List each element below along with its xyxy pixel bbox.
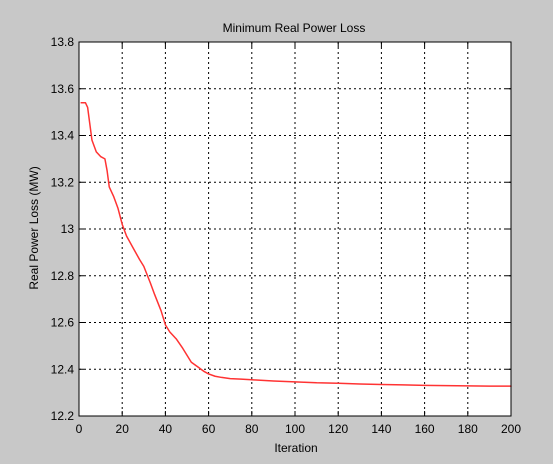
y-tick-label: 12.6 — [51, 316, 75, 330]
y-tick-label: 13 — [61, 222, 75, 236]
series-layer — [80, 102, 512, 387]
y-tick-label: 12.8 — [51, 269, 75, 283]
x-tick-label: 200 — [501, 422, 521, 436]
y-tick-label: 12.4 — [51, 362, 75, 376]
y-axis-label: Real Power Loss (MW) — [27, 166, 41, 289]
y-tick-label: 13.2 — [51, 175, 75, 189]
x-tick-label: 0 — [76, 422, 83, 436]
y-tick-label: 13.8 — [51, 35, 75, 49]
x-tick-label: 140 — [371, 422, 391, 436]
grid — [79, 42, 511, 416]
x-tick-label: 180 — [458, 422, 478, 436]
chart-title: Minimum Real Power Loss — [223, 21, 366, 35]
y-tick-label: 12.2 — [51, 409, 75, 423]
x-tick-label: 120 — [328, 422, 348, 436]
x-tick-label: 20 — [116, 422, 130, 436]
x-tick-label: 40 — [159, 422, 173, 436]
ticks: 0 20 40 60 80 100 120 140 160 180 200 12.2 12.4 12.6 1… — [51, 35, 522, 436]
y-tick-label: 13.4 — [51, 129, 75, 143]
x-tick-label: 80 — [245, 422, 259, 436]
series-line — [80, 102, 512, 387]
x-tick-label: 60 — [202, 422, 216, 436]
y-tick-label: 13.6 — [51, 82, 75, 96]
x-tick-label: 160 — [415, 422, 435, 436]
x-tick-label: 100 — [285, 422, 305, 436]
x-axis-label: Iteration — [274, 441, 317, 455]
